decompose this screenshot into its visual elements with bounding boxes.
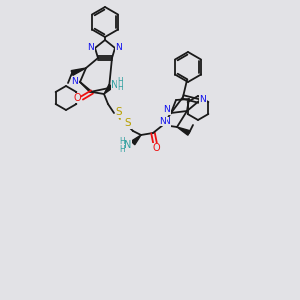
- Text: N: N: [124, 140, 132, 150]
- Text: N: N: [72, 77, 78, 86]
- Text: N: N: [200, 94, 206, 103]
- Polygon shape: [104, 84, 113, 94]
- Text: N: N: [164, 106, 170, 115]
- Text: O: O: [152, 143, 160, 153]
- Text: N: N: [116, 44, 122, 52]
- Text: S: S: [125, 118, 131, 128]
- Text: S: S: [116, 107, 122, 117]
- Text: N: N: [88, 44, 94, 52]
- Text: H: H: [117, 77, 123, 86]
- Text: H: H: [117, 83, 123, 92]
- Polygon shape: [131, 135, 141, 145]
- Polygon shape: [71, 68, 86, 75]
- Polygon shape: [177, 127, 190, 135]
- Text: H: H: [119, 136, 125, 146]
- Text: O: O: [73, 93, 81, 103]
- Text: N: N: [111, 80, 119, 90]
- Text: N: N: [164, 118, 170, 127]
- Text: N: N: [160, 116, 167, 125]
- Text: H: H: [119, 145, 125, 154]
